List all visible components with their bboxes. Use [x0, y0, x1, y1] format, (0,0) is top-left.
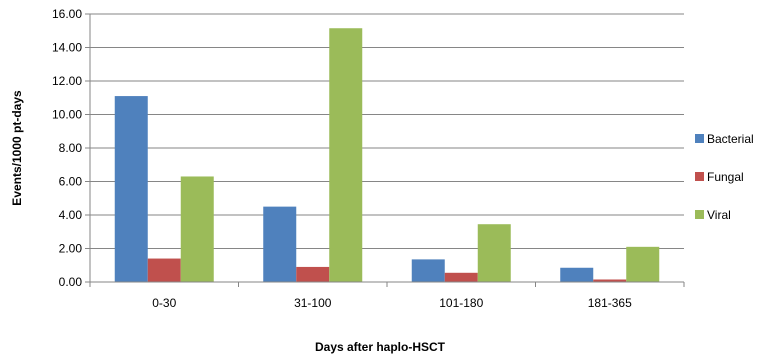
legend-swatch-fungal: [695, 172, 704, 181]
y-tick-label: 14.00: [52, 41, 82, 55]
x-tick-labels: 0-30 31-100 101-180 181-365: [152, 296, 632, 310]
bars: [115, 28, 660, 282]
legend-label-viral: Viral: [707, 208, 731, 222]
bar-bacterial-0-30: [115, 96, 148, 282]
y-tick-label: 4.00: [59, 208, 83, 222]
y-axis-title: Events/1000 pt-days: [10, 90, 24, 206]
x-tick-label: 181-365: [588, 296, 632, 310]
y-tick-labels: 0.00 2.00 4.00 6.00 8.00 10.00 12.00 14.00 16.00: [52, 7, 82, 289]
legend: Bacterial Fungal Viral: [695, 132, 754, 222]
bar-fungal-101-180: [445, 273, 478, 282]
y-tick-label: 0.00: [59, 275, 83, 289]
bar-viral-0-30: [181, 176, 214, 282]
x-tick-label: 101-180: [439, 296, 483, 310]
x-axis-title: Days after haplo-HSCT: [315, 340, 446, 354]
bar-bacterial-31-100: [263, 207, 296, 282]
y-tick-label: 16.00: [52, 7, 82, 21]
x-tick-label: 31-100: [294, 296, 332, 310]
bar-viral-31-100: [329, 28, 362, 282]
y-tick-label: 2.00: [59, 242, 83, 256]
legend-swatch-bacterial: [695, 134, 704, 143]
y-tick-label: 8.00: [59, 141, 83, 155]
bar-viral-101-180: [478, 224, 511, 282]
y-tick-label: 12.00: [52, 74, 82, 88]
axes: [85, 14, 684, 287]
legend-label-fungal: Fungal: [707, 170, 744, 184]
bar-fungal-0-30: [148, 259, 181, 282]
bar-fungal-31-100: [296, 267, 329, 282]
x-tick-label: 0-30: [152, 296, 176, 310]
legend-swatch-viral: [695, 210, 704, 219]
bar-bacterial-181-365: [560, 268, 593, 282]
y-tick-label: 10.00: [52, 108, 82, 122]
y-tick-label: 6.00: [59, 175, 83, 189]
bar-bacterial-101-180: [412, 259, 445, 282]
legend-label-bacterial: Bacterial: [707, 132, 754, 146]
gridlines: [90, 14, 684, 282]
bar-viral-181-365: [626, 247, 659, 282]
